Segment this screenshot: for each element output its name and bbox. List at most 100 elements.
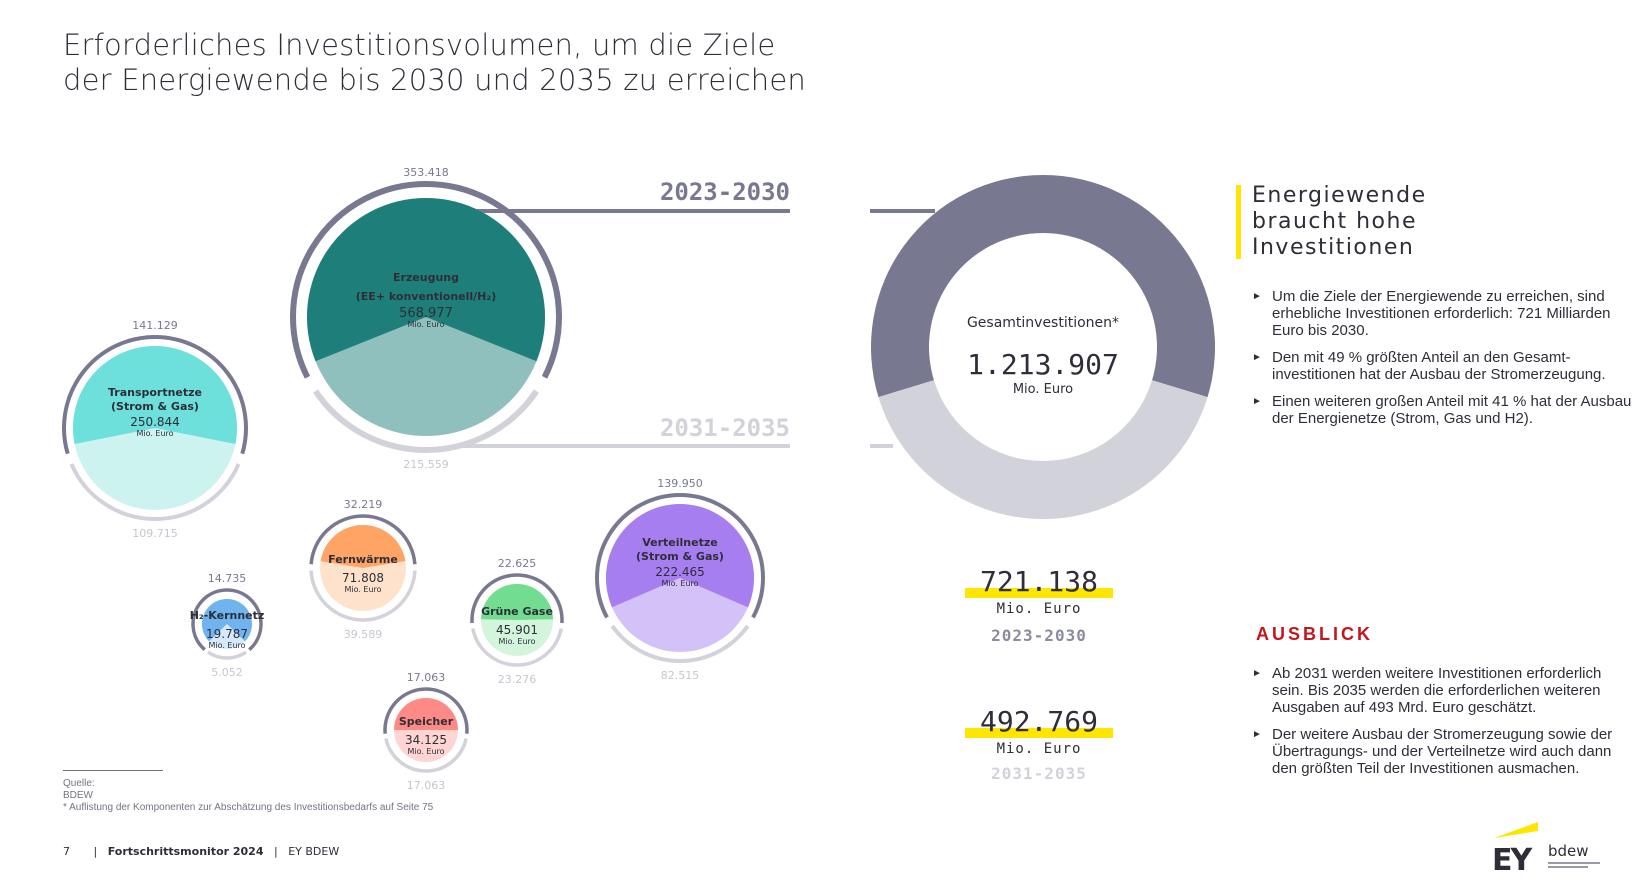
bubble-title: H₂-Kernnetz	[190, 609, 265, 622]
bubble-fill-2030	[481, 583, 553, 620]
ey-beam-icon	[1494, 822, 1538, 838]
ring-2035	[69, 463, 241, 521]
key-findings-list: ► Um die Ziele der Energiewende zu erreic…	[1236, 288, 1636, 437]
bubbles-group: 353.418 215.559 Erzeugung (EE+ konventionel…	[62, 166, 765, 792]
value-2030-label: 141.129	[132, 319, 178, 332]
bubble-unit: Mio. Euro	[344, 585, 381, 594]
donut-total: 1.213.907	[967, 348, 1119, 381]
bubble-unit: Mio. Euro	[407, 747, 444, 756]
total-2030-period: 2023-2030	[991, 626, 1087, 645]
total-2030-unit: Mio. Euro	[996, 601, 1082, 617]
value-2035-label: 5.052	[211, 666, 243, 679]
ring-2030	[191, 588, 263, 652]
bubble-0: 353.418 215.559 Erzeugung (EE+ konventionel…	[290, 166, 562, 471]
ring-2035	[309, 570, 417, 622]
bubble-fill-2030	[73, 345, 238, 445]
value-2035-label: 17.063	[407, 779, 446, 792]
source-note: Quelle: BDEW * Auflistung der Komponente…	[63, 770, 433, 814]
bullet-triangle-icon: ►	[1252, 352, 1262, 363]
ring-2035	[610, 624, 750, 663]
list-item: ► Der weitere Ausbau der Stromerzeugung s…	[1236, 726, 1636, 777]
bullet-triangle-icon: ►	[1252, 396, 1262, 407]
authors: EY BDEW	[288, 845, 340, 858]
list-item: ► Um die Ziele der Energiewende zu erreic…	[1236, 288, 1636, 339]
ring-2035	[471, 628, 563, 667]
value-2030-label: 353.418	[403, 166, 449, 179]
bullet-triangle-icon: ►	[1252, 668, 1262, 679]
total-2035-value: 492.769	[979, 705, 1098, 738]
bubble-total: 250.844	[130, 415, 180, 429]
bubble-total: 34.125	[405, 733, 447, 747]
bubble-unit: Mio. Euro	[407, 320, 444, 329]
headline-line-2: braucht hohe	[1252, 209, 1417, 234]
source-label: Quelle:	[63, 778, 95, 789]
bubble-unit: Mio. Euro	[661, 579, 698, 588]
bubble-total: 222.465	[655, 565, 705, 579]
panel-headline: Energiewende braucht hohe Investitionen	[1252, 183, 1427, 261]
bubble-fill-2030	[394, 698, 458, 730]
headline-line-3: Investitionen	[1252, 235, 1415, 260]
ring-2035	[207, 650, 247, 660]
list-item: ► Ab 2031 werden weitere Investitionen er…	[1236, 665, 1636, 716]
source-divider	[63, 770, 163, 771]
page-number: 7	[63, 845, 70, 858]
bubble-fill-2030	[202, 599, 252, 642]
period-label-2035: 2031-2035	[660, 414, 790, 442]
bdew-logo: bdew	[1548, 842, 1589, 860]
donut-slice-2023-2030	[871, 174, 1215, 398]
bubble-title: Grüne Gase	[481, 605, 553, 618]
bullet-text: Um die Ziele der Energiewende zu erreich…	[1272, 288, 1611, 339]
donut-slice-2031-2035	[878, 380, 1208, 519]
ring-2030	[290, 181, 562, 379]
bullet-text: Den mit 49 % größten Anteil an den Gesam…	[1272, 349, 1606, 383]
bubble-fill-2030	[307, 198, 545, 362]
ring-2030	[309, 514, 417, 565]
headline-line-1: Energiewende	[1252, 183, 1427, 208]
value-2035-label: 23.276	[498, 673, 537, 686]
value-2030-label: 22.625	[498, 557, 537, 570]
list-item: ► Einen weiteren großen Anteil mit 41 % h…	[1236, 393, 1636, 427]
bubble-unit: Mio. Euro	[498, 637, 535, 646]
value-2035-label: 109.715	[132, 527, 178, 540]
headline-accent-bar	[1236, 185, 1241, 259]
bubble-unit: Mio. Euro	[208, 641, 245, 650]
bullet-triangle-icon: ►	[1252, 291, 1262, 302]
bubble-1: 141.129 109.715 Transportnetze(Strom & Gas…	[62, 319, 248, 540]
bubble-total: 45.901	[496, 623, 538, 637]
bubble-total: 71.808	[342, 571, 384, 585]
ring-2030	[383, 687, 469, 734]
bullet-text: Einen weiteren großen Anteil mit 41 % ha…	[1272, 393, 1632, 427]
bubble-title: Erzeugung	[393, 271, 459, 284]
bullet-text: Ab 2031 werden weitere Investitionen erf…	[1272, 665, 1602, 716]
bubble-title: Speicher	[399, 715, 454, 728]
bdew-tagline	[1548, 866, 1588, 868]
logos: EY bdew	[1492, 822, 1600, 878]
bubble-title: Fernwärme	[328, 553, 398, 566]
bubble-2: 139.950 82.515 Verteilnetze(Strom & Gas) 22…	[595, 477, 765, 682]
donut-label: Gesamtinvestitionen*	[967, 315, 1119, 331]
page-footer: 7 | Fortschrittsmonitor 2024 | EY BDEW	[63, 845, 340, 858]
ring-2030	[595, 493, 765, 619]
total-2035-unit: Mio. Euro	[996, 741, 1082, 757]
value-2035-label: 39.589	[344, 628, 383, 641]
page-title: Erforderliches Investitionsvolumen, um d…	[63, 28, 806, 98]
bubble-fill-2030	[320, 525, 406, 568]
bubble-total: 568.977	[399, 306, 453, 321]
bubble-title: Verteilnetze	[642, 536, 717, 549]
bubble-unit: Mio. Euro	[136, 429, 173, 438]
ring-2030	[62, 335, 248, 455]
value-2030-label: 32.219	[344, 498, 383, 511]
ring-2035	[384, 738, 468, 773]
bubble-subtitle: (EE+ konventionell/H₂)	[356, 290, 496, 303]
value-2030-label: 14.735	[208, 572, 247, 585]
highlight-bar	[965, 588, 1113, 598]
bubble-fill-2030	[606, 504, 754, 608]
total-2030-value: 721.138	[979, 565, 1098, 598]
total-donut-chart	[871, 174, 1215, 519]
bubble-subtitle: (Strom & Gas)	[636, 550, 724, 563]
value-2035-label: 215.559	[403, 458, 449, 471]
